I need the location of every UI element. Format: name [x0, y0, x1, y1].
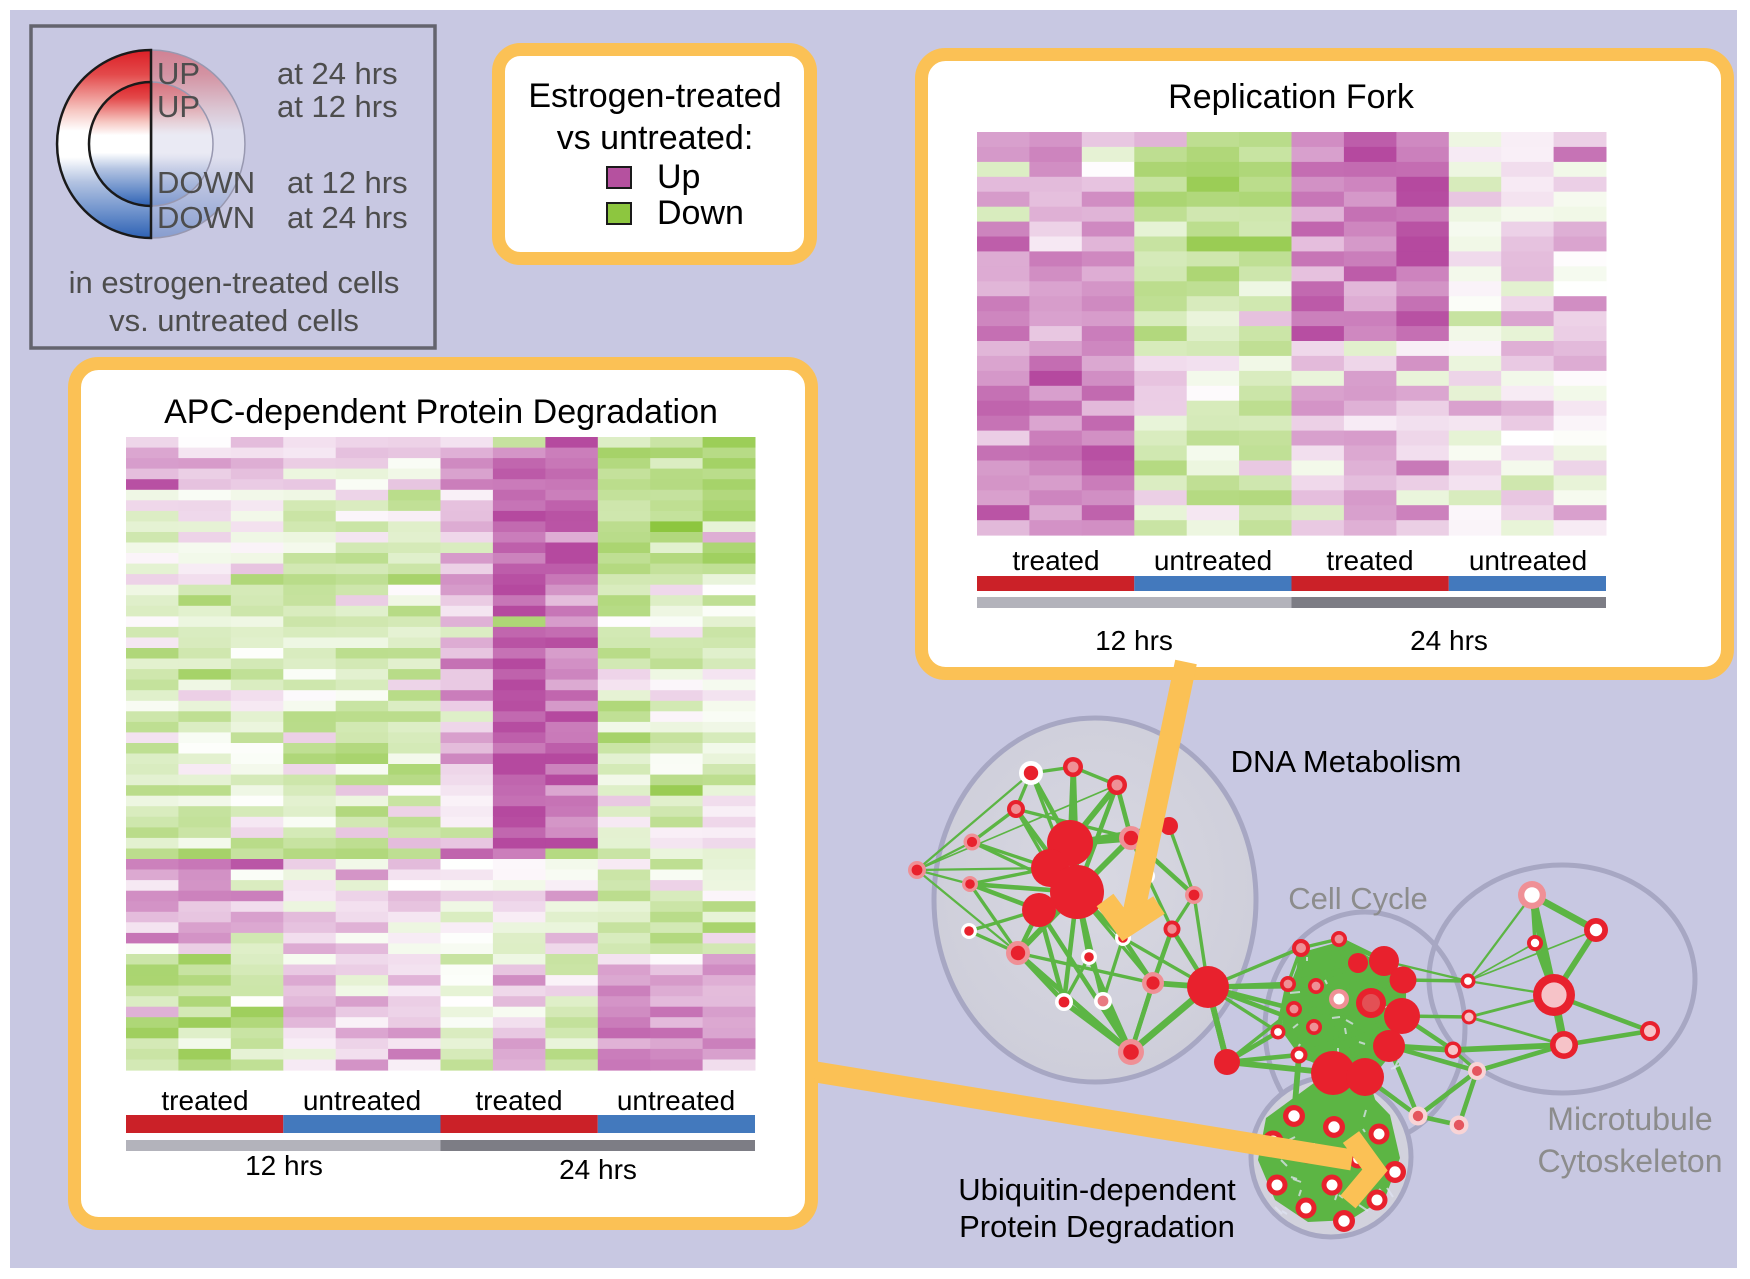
svg-text:Ubiquitin-dependent: Ubiquitin-dependent — [958, 1172, 1236, 1207]
svg-text:in estrogen-treated cells: in estrogen-treated cells — [69, 265, 400, 300]
svg-text:UP: UP — [157, 56, 200, 91]
svg-text:24 hrs: 24 hrs — [559, 1154, 637, 1185]
svg-text:Replication Fork: Replication Fork — [1168, 78, 1415, 116]
svg-text:at 12 hrs: at 12 hrs — [287, 165, 408, 200]
svg-text:DOWN: DOWN — [157, 200, 255, 235]
svg-text:untreated: untreated — [1154, 545, 1272, 576]
svg-text:treated: treated — [1326, 545, 1413, 576]
svg-text:Estrogen-treated: Estrogen-treated — [528, 77, 781, 115]
svg-text:untreated: untreated — [303, 1085, 421, 1116]
svg-text:at 24 hrs: at 24 hrs — [287, 200, 408, 235]
svg-text:at 24 hrs: at 24 hrs — [277, 56, 398, 91]
svg-text:APC-dependent Protein Degradat: APC-dependent Protein Degradation — [164, 393, 718, 431]
svg-text:Microtubule: Microtubule — [1547, 1101, 1712, 1137]
svg-text:Protein Degradation: Protein Degradation — [959, 1209, 1235, 1244]
svg-text:Cytoskeleton: Cytoskeleton — [1538, 1143, 1723, 1179]
svg-text:Up: Up — [657, 158, 700, 196]
svg-text:treated: treated — [475, 1085, 562, 1116]
svg-text:DOWN: DOWN — [157, 165, 255, 200]
svg-text:UP: UP — [157, 89, 200, 124]
svg-text:12 hrs: 12 hrs — [245, 1150, 323, 1181]
svg-text:treated: treated — [161, 1085, 248, 1116]
svg-text:at 12 hrs: at 12 hrs — [277, 89, 398, 124]
svg-text:treated: treated — [1012, 545, 1099, 576]
svg-text:Down: Down — [657, 194, 744, 232]
svg-text:vs untreated:: vs untreated: — [557, 119, 754, 157]
svg-text:vs. untreated cells: vs. untreated cells — [109, 303, 359, 338]
svg-text:untreated: untreated — [1469, 545, 1587, 576]
svg-text:24 hrs: 24 hrs — [1410, 625, 1488, 656]
svg-text:DNA Metabolism: DNA Metabolism — [1231, 744, 1462, 779]
svg-text:untreated: untreated — [617, 1085, 735, 1116]
svg-text:12 hrs: 12 hrs — [1095, 625, 1173, 656]
svg-text:Cell Cycle: Cell Cycle — [1288, 881, 1428, 916]
